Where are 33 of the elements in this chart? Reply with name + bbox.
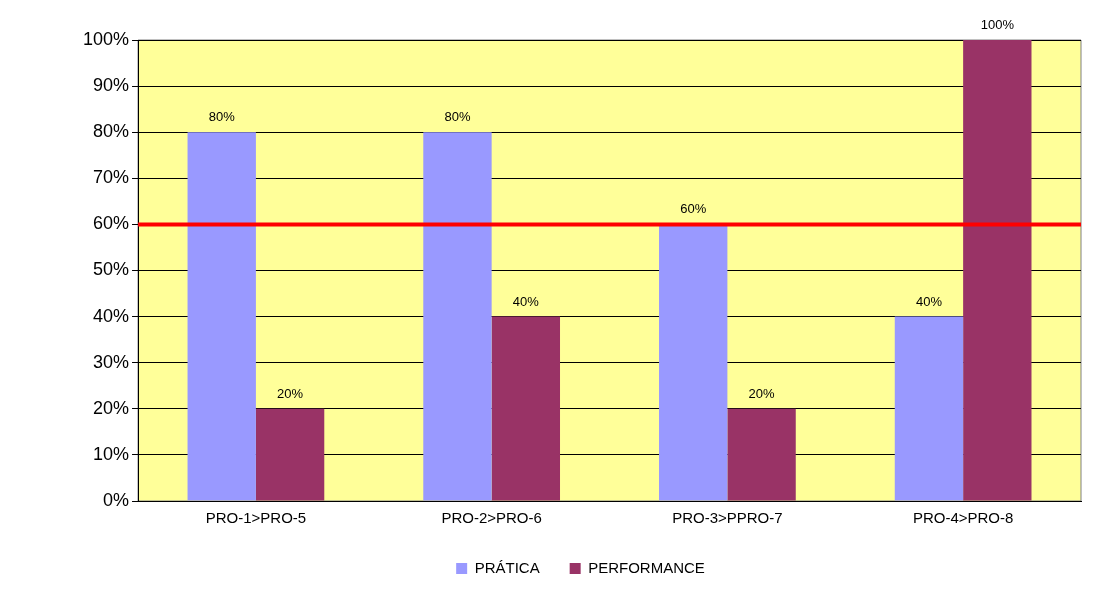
bar <box>423 132 492 501</box>
x-tick-label: PRO-2>PRO-6 <box>441 509 542 527</box>
bar <box>727 408 796 501</box>
legend-label: PRÁTICA <box>474 558 540 576</box>
y-tick-label: 70% <box>93 167 130 188</box>
data-label: 60% <box>680 201 707 217</box>
y-tick-label: 20% <box>93 397 130 418</box>
x-tick-label: PRO-1>PRO-5 <box>205 509 307 527</box>
bar <box>491 316 561 501</box>
y-tick-label: 0% <box>103 489 130 510</box>
data-label: 100% <box>980 17 1015 33</box>
x-tick-label: PRO-4>PRO-8 <box>912 509 1014 527</box>
x-tick-label: PRO-3>PPRO-7 <box>672 509 783 527</box>
bar <box>659 224 728 501</box>
y-tick-label: 10% <box>93 443 130 464</box>
bar <box>894 316 964 501</box>
y-tick-label: 40% <box>93 305 130 326</box>
data-label: 40% <box>915 293 943 309</box>
data-label: 20% <box>748 385 776 401</box>
data-label: 20% <box>277 385 304 401</box>
data-label: 40% <box>512 293 540 309</box>
bar <box>255 408 325 501</box>
y-tick-label: 90% <box>93 75 130 96</box>
legend-label: PERFORMANCE <box>588 558 705 576</box>
y-tick-label: 30% <box>93 351 130 372</box>
y-tick-label: 100% <box>82 28 130 49</box>
y-tick-label: 80% <box>93 121 130 142</box>
y-tick-label: 60% <box>93 213 130 234</box>
bar <box>187 132 256 501</box>
bar <box>963 40 1032 501</box>
y-tick-label: 50% <box>93 259 130 280</box>
data-label: 80% <box>208 109 236 125</box>
data-label: 80% <box>444 109 471 125</box>
